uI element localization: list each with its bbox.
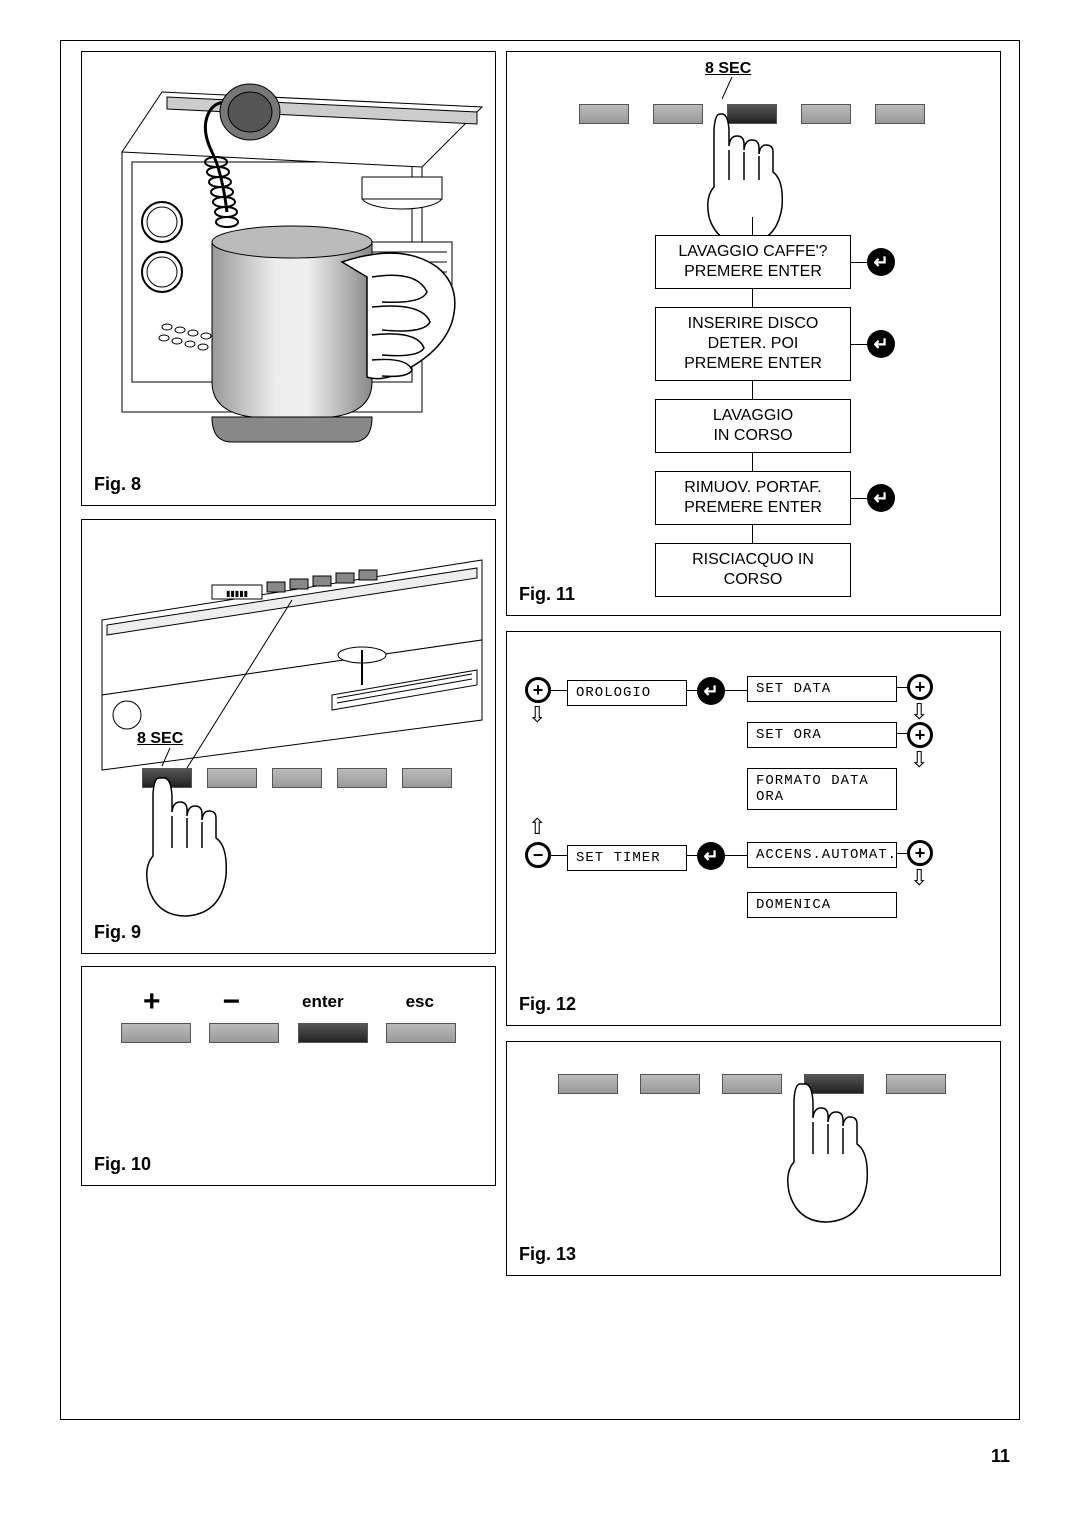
enter-label: enter	[302, 992, 344, 1012]
button-slot	[272, 768, 322, 788]
hand-press-icon	[126, 776, 246, 926]
fig9-8sec: 8 SEC	[137, 730, 183, 748]
enter-icon: ↵	[867, 248, 895, 276]
fig10-labels: + − enter esc	[82, 967, 495, 1023]
page-frame: Fig. 8 ▮▮▮▮▮	[60, 40, 1020, 1420]
menu-orologio: OROLOGIO	[567, 680, 687, 706]
flow-step: INSERIRE DISCODETER. POIPREMERE ENTER	[655, 307, 851, 381]
plus-icon: +	[525, 677, 551, 703]
menu-setdata: SET DATA	[747, 676, 897, 702]
enter-icon: ↵	[867, 330, 895, 358]
flow-step: LAVAGGIO CAFFE'?PREMERE ENTER	[655, 235, 851, 289]
panel-fig11: 8 SEC LAVAGGIO CAFFE'?PREMERE ENTER ↵ INSE…	[506, 51, 1001, 616]
fig10-button-row	[82, 1023, 495, 1043]
enter-icon: ↵	[867, 484, 895, 512]
menu-accens: ACCENS.AUTOMAT.	[747, 842, 897, 868]
fig12-label: Fig. 12	[519, 994, 576, 1015]
panel-fig8: Fig. 8	[81, 51, 496, 506]
fig13-label: Fig. 13	[519, 1244, 576, 1265]
arrow-down-icon: ⇩	[910, 750, 928, 770]
button-slot	[121, 1023, 191, 1043]
flow-step: RISCIACQUO INCORSO	[655, 543, 851, 597]
plus-icon: +	[907, 840, 933, 866]
button-slot	[298, 1023, 368, 1043]
minus-icon: −	[525, 842, 551, 868]
button-slot	[558, 1074, 618, 1094]
button-slot	[402, 768, 452, 788]
plus-icon: +	[907, 722, 933, 748]
menu-setora: SET ORA	[747, 722, 897, 748]
plus-icon: +	[907, 674, 933, 700]
button-slot	[875, 104, 925, 124]
panel-fig12: + ⇩ ⇧ − OROLOGIO ↵ SET TIMER ↵ SET DATA …	[506, 631, 1001, 1026]
fig13-button-row	[537, 1070, 967, 1098]
fig9-label: Fig. 9	[94, 922, 141, 943]
menu-domenica: DOMENICA	[747, 892, 897, 918]
plus-label: +	[143, 985, 161, 1019]
esc-label: esc	[406, 992, 434, 1012]
flow-step: RIMUOV. PORTAF.PREMERE ENTER	[655, 471, 851, 525]
enter-icon: ↵	[697, 677, 725, 705]
page-number: 11	[991, 1446, 1010, 1467]
button-slot	[640, 1074, 700, 1094]
fig8-label: Fig. 8	[94, 474, 141, 495]
svg-text:▮▮▮▮▮: ▮▮▮▮▮	[226, 589, 248, 598]
button-slot	[386, 1023, 456, 1043]
button-slot	[801, 104, 851, 124]
panel-fig10: + − enter esc Fig. 10	[81, 966, 496, 1186]
enter-icon: ↵	[697, 842, 725, 870]
button-slot	[886, 1074, 946, 1094]
arrow-down-icon: ⇩	[910, 868, 928, 888]
arrow-down-icon: ⇩	[910, 702, 928, 722]
arrow-down-icon: ⇩	[528, 705, 546, 725]
callout-line-icon	[722, 77, 742, 99]
button-slot	[579, 104, 629, 124]
panel-fig9: ▮▮▮▮▮ 8 SEC	[81, 519, 496, 954]
fig10-label: Fig. 10	[94, 1154, 151, 1175]
hand-press-icon	[687, 112, 797, 252]
menu-formato: FORMATO DATA ORA	[747, 768, 897, 810]
hand-press-icon	[767, 1082, 877, 1232]
arrow-up-icon: ⇧	[528, 817, 546, 837]
panel-fig13: Fig. 13	[506, 1041, 1001, 1276]
fig11-8sec: 8 SEC	[705, 60, 751, 78]
button-slot	[337, 768, 387, 788]
button-slot	[209, 1023, 279, 1043]
fig8-illustration	[82, 52, 497, 482]
minus-label: −	[223, 985, 241, 1019]
menu-settimer: SET TIMER	[567, 845, 687, 871]
flow-step: LAVAGGIOIN CORSO	[655, 399, 851, 453]
fig11-label: Fig. 11	[519, 584, 575, 605]
